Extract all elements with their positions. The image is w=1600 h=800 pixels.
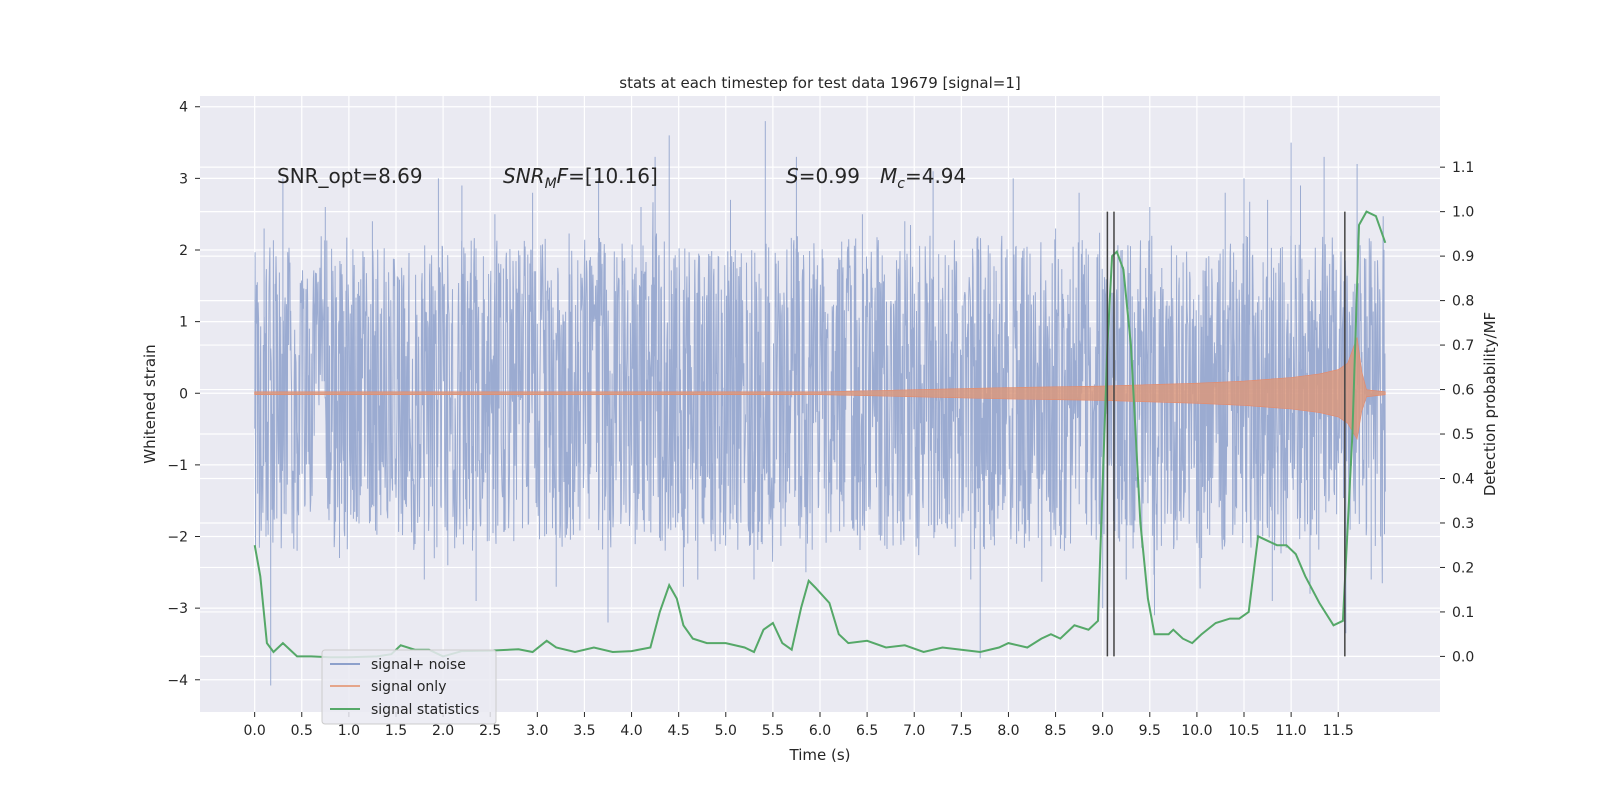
annotation-mc: Mc=4.94 [880,164,966,192]
x-tick-label: 5.0 [715,723,737,739]
y-right-tick-label: 0.4 [1452,471,1474,487]
y-tick-label: 1 [179,315,188,331]
y-right-tick-label: 0.7 [1452,338,1474,354]
signal-only-envelope [254,337,1386,440]
x-tick-label: 7.0 [903,723,925,739]
x-tick-label: 0.5 [291,723,313,739]
x-tick-label: 4.0 [620,723,642,739]
x-tick-label: 5.5 [762,723,784,739]
series-signal-only [254,337,1386,440]
y-right-tick-label: 0.5 [1452,427,1474,443]
legend: signal+ noise signal only signal statist… [321,649,497,725]
mc-sub: c [897,176,905,192]
s-value: =0.99 [799,164,860,188]
y-right-tick-label: 0.9 [1452,249,1474,265]
y-right-tick-label: 0.1 [1452,605,1474,621]
y-tick-label: −4 [167,673,188,689]
snr-mf-var: SNR [503,164,545,188]
legend-box [321,649,497,725]
signal-noise-line [254,121,1386,686]
x-tick-label: 7.5 [950,723,972,739]
x-tick-label: 2.0 [432,723,454,739]
mc-var: M [880,164,897,188]
vertical-markers [1106,211,1346,657]
mc-value: =4.94 [905,164,966,188]
y-tick-label: 4 [179,100,188,116]
x-tick-label: 4.5 [668,723,690,739]
y-tick-label: −1 [167,458,188,474]
x-tick-label: 6.5 [856,723,878,739]
x-tick-label: 10.0 [1181,723,1212,739]
axis-ticks: 0.0 0.5 1.0 1.5 2.0 2.5 3.0 3.5 4.0 4.5 5.0 5.5 6.0 6… [167,100,1474,739]
x-tick-label: 10.5 [1228,723,1259,739]
annotation-snr-opt: SNR_opt=8.69 [277,164,423,188]
y-right-tick-label: 0.8 [1452,294,1474,310]
x-axis-label: Time (s) [789,746,851,764]
x-tick-label: 9.0 [1092,723,1114,739]
x-tick-label: 3.5 [573,723,595,739]
x-tick-label: 11.5 [1323,723,1354,739]
y-tick-label: 0 [179,386,188,402]
x-tick-label: 1.5 [385,723,407,739]
y-tick-label: 2 [179,243,188,259]
y-right-tick-label: 0.3 [1452,516,1474,532]
x-tick-label: 8.5 [1044,723,1066,739]
y-right-tick-label: 0.2 [1452,560,1474,576]
series-signal-noise [254,121,1386,686]
y-right-tick-label: 0.0 [1452,649,1474,665]
x-tick-label: 0.0 [244,723,266,739]
y-tick-label: 3 [179,171,188,187]
y-right-tick-label: 1.1 [1452,160,1474,176]
y-axis-label: Whitened strain [141,344,159,463]
snr-mf-var2: F [557,164,569,188]
x-tick-label: 3.0 [526,723,548,739]
chart-title: stats at each timestep for test data 196… [619,74,1020,92]
x-tick-label: 8.0 [997,723,1019,739]
x-tick-label: 9.5 [1139,723,1161,739]
y-tick-label: −2 [167,530,188,546]
x-tick-label: 11.0 [1276,723,1307,739]
annotation-snr-mf: SNRMF=[10.16] [503,164,658,192]
y-right-tick-label: 0.6 [1452,383,1474,399]
legend-label-signal-statistics: signal statistics [371,702,479,718]
y-right-axis-label: Detection probability/MF [1481,312,1499,496]
y-tick-label: −3 [167,601,188,617]
s-var: S [786,164,799,188]
x-tick-label: 6.0 [809,723,831,739]
snr-mf-value: =[10.16] [568,164,658,188]
legend-label-signal-only: signal only [371,679,446,695]
snr-mf-sub: M [545,176,557,192]
legend-label-signal-noise: signal+ noise [371,657,466,673]
x-tick-label: 2.5 [479,723,501,739]
y-right-tick-label: 1.0 [1452,205,1474,221]
x-tick-label: 1.0 [338,723,360,739]
annotation-s: S=0.99 [786,164,860,188]
